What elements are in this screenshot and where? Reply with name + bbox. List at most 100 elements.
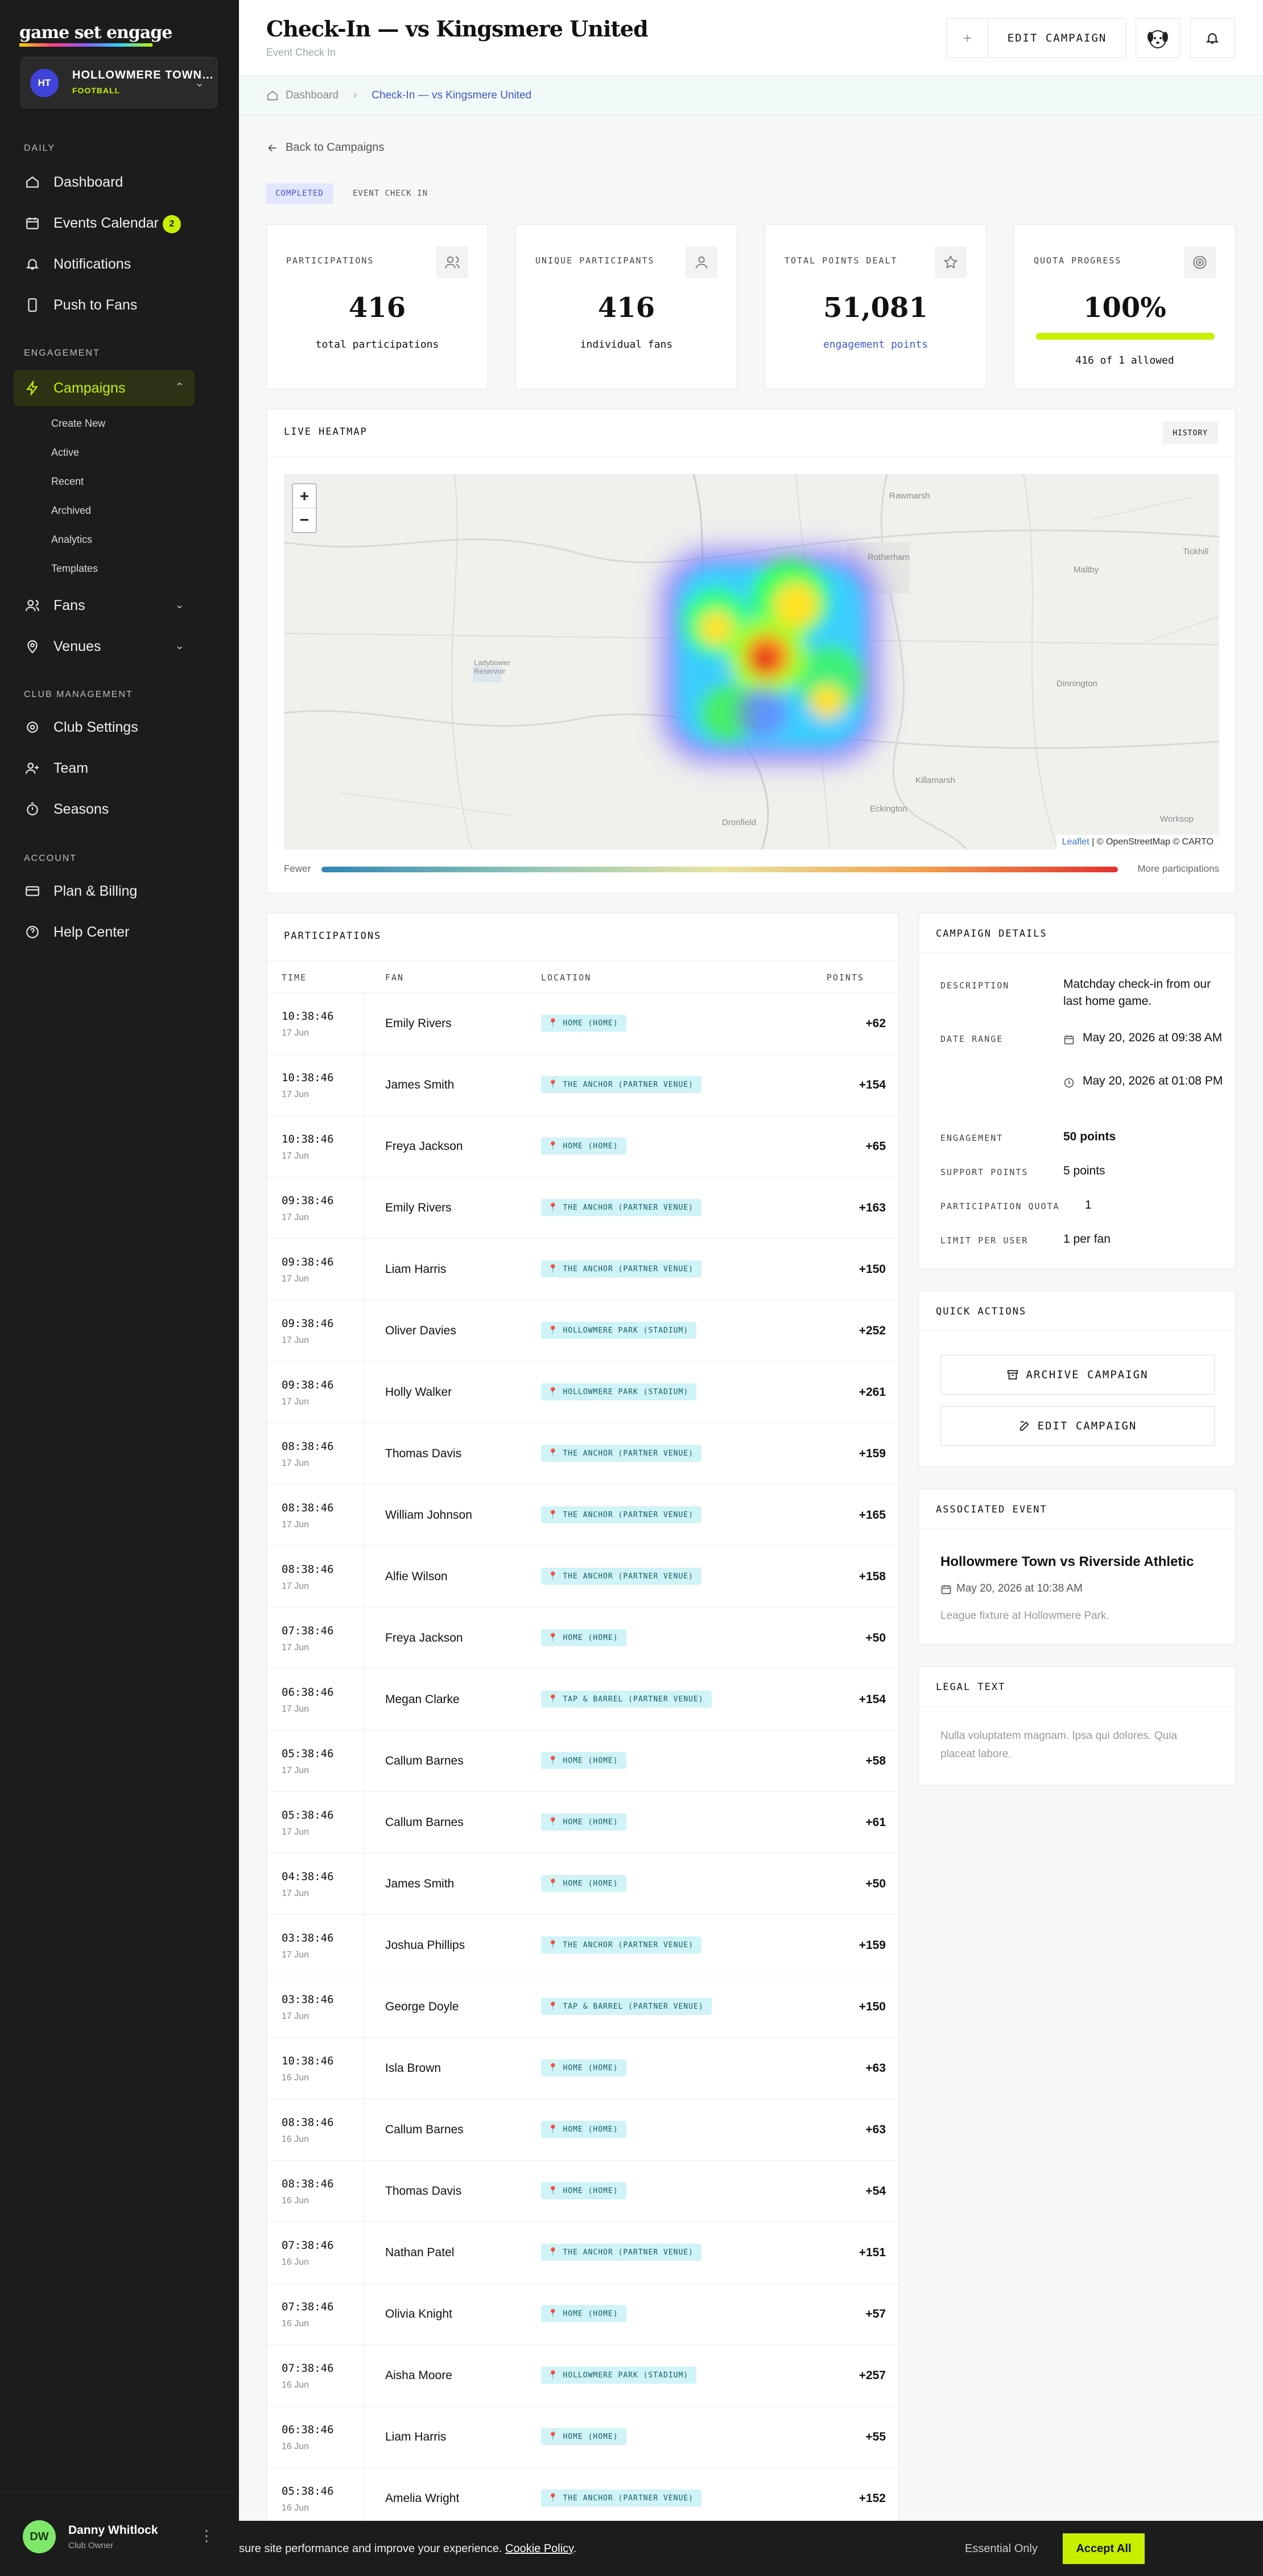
sidebar-subitem-templates[interactable]: Templates — [51, 563, 98, 574]
table-row[interactable]: 08:38:46 17 Jun Thomas Davis 📍 THE ANCHOR (P… — [267, 1423, 898, 1485]
row-fan[interactable]: James Smith — [385, 1877, 455, 1890]
table-row[interactable]: 08:38:46 16 Jun Callum Barnes 📍 HOME (HOME) +… — [267, 2099, 898, 2161]
table-row[interactable]: 09:38:46 17 Jun Emily Rivers 📍 THE ANCHOR (P… — [267, 1177, 898, 1239]
row-fan[interactable]: Emily Rivers — [385, 1017, 452, 1030]
row-fan[interactable]: Holly Walker — [385, 1386, 452, 1399]
heatmap-map[interactable]: Rawmarsh Tickhill Rotherham Maltby Ladyb… — [284, 474, 1219, 850]
table-row[interactable]: 10:38:46 17 Jun Emily Rivers 📍 HOME (HOME) +6… — [267, 993, 898, 1054]
table-row[interactable]: 08:38:46 17 Jun Alfie Wilson 📍 THE ANCHOR (P… — [267, 1546, 898, 1608]
essential-only-button[interactable]: Essential Only — [965, 2542, 1038, 2555]
sidebar-subitem-recent[interactable]: Recent — [51, 476, 84, 487]
leaflet-link[interactable]: Leaflet — [1062, 837, 1089, 847]
map-pin-icon: 📍 — [548, 2432, 559, 2441]
row-fan[interactable]: George Doyle — [385, 2000, 459, 2013]
legend-gradient — [321, 867, 1118, 872]
map-pin-icon: 📍 — [548, 1695, 559, 1704]
row-fan[interactable]: Alfie Wilson — [385, 1570, 448, 1583]
breadcrumb-home[interactable]: Dashboard — [266, 89, 339, 102]
more-vertical-icon[interactable]: ⋮ — [199, 2527, 214, 2544]
back-to-campaigns-link[interactable]: Back to Campaigns — [266, 141, 384, 154]
location-badge: 📍 HOME (HOME) — [541, 2059, 626, 2076]
table-row[interactable]: 10:38:46 16 Jun Isla Brown 📍 HOME (HOME) +63 — [267, 2038, 898, 2099]
row-fan[interactable]: Megan Clarke — [385, 1693, 460, 1706]
table-row[interactable]: 03:38:46 17 Jun Joshua Phillips 📍 THE ANCHOR… — [267, 1915, 898, 1976]
table-row[interactable]: 07:38:46 16 Jun Olivia Knight 📍 HOME (HOME) +… — [267, 2284, 898, 2345]
table-row[interactable]: 05:38:46 17 Jun Callum Barnes 📍 HOME (HOME) +… — [267, 1730, 898, 1792]
user-icon — [686, 246, 717, 278]
row-fan[interactable]: William Johnson — [385, 1508, 472, 1522]
row-fan[interactable]: Freya Jackson — [385, 1140, 463, 1153]
table-row[interactable]: 03:38:46 17 Jun George Doyle 📍 TAP & BARREL … — [267, 1976, 898, 2038]
row-fan[interactable]: Callum Barnes — [385, 1816, 464, 1829]
table-row[interactable]: 10:38:46 17 Jun Freya Jackson 📍 HOME (HOME) +… — [267, 1116, 898, 1177]
campaign-type-badge: EVENT CHECK IN — [353, 189, 428, 198]
events-count-badge: 2 — [163, 215, 181, 233]
cookie-policy-link[interactable]: Cookie Policy — [505, 2542, 573, 2555]
nav-section-engagement: ENGAGEMENT — [24, 348, 100, 358]
club-crest-button[interactable] — [1136, 18, 1180, 58]
sidebar-item-seasons[interactable]: Seasons — [14, 791, 195, 827]
sidebar-item-push-to-fans[interactable]: Push to Fans — [14, 287, 195, 323]
user-profile[interactable]: DW Danny Whitlock Club Owner ⋮ — [0, 2492, 239, 2576]
table-row[interactable]: 05:38:46 16 Jun Amelia Wright 📍 THE ANCHOR (… — [267, 2468, 898, 2529]
row-fan[interactable]: Emily Rivers — [385, 1201, 452, 1214]
row-fan[interactable]: Nathan Patel — [385, 2246, 455, 2259]
sidebar-item-venues[interactable]: Venues ⌄ — [14, 628, 195, 665]
sidebar-subitem-analytics[interactable]: Analytics — [51, 534, 93, 545]
row-fan[interactable]: Callum Barnes — [385, 2123, 464, 2136]
zoom-in-button[interactable]: + — [293, 484, 316, 508]
row-fan[interactable]: Thomas Davis — [385, 1447, 462, 1460]
table-header: TIME FAN LOCATION POINTS — [267, 961, 898, 993]
edit-campaign-button[interactable]: + EDIT CAMPAIGN — [947, 18, 1126, 58]
sidebar-subitem-archived[interactable]: Archived — [51, 505, 92, 516]
sidebar-item-dashboard[interactable]: Dashboard — [14, 164, 195, 200]
sidebar-subitem-create-new[interactable]: Create New — [51, 418, 106, 429]
row-fan[interactable]: Amelia Wright — [385, 2492, 460, 2505]
table-row[interactable]: 09:38:46 17 Jun Oliver Davies 📍 HOLLOWMERE P… — [267, 1300, 898, 1362]
edit-campaign-side-button[interactable]: EDIT CAMPAIGN — [940, 1406, 1215, 1446]
row-fan[interactable]: James Smith — [385, 1078, 455, 1091]
brand-logo[interactable]: game set engage — [19, 23, 172, 43]
row-fan[interactable]: Aisha Moore — [385, 2369, 452, 2382]
row-fan[interactable]: Freya Jackson — [385, 1631, 463, 1644]
row-fan[interactable]: Olivia Knight — [385, 2307, 452, 2321]
sidebar-item-campaigns[interactable]: Campaigns ⌃ — [14, 370, 195, 406]
row-fan[interactable]: Liam Harris — [385, 1263, 447, 1276]
table-row[interactable]: 09:38:46 17 Jun Holly Walker 📍 HOLLOWMERE PA… — [267, 1362, 898, 1423]
table-row[interactable]: 05:38:46 17 Jun Callum Barnes 📍 HOME (HOME) +… — [267, 1792, 898, 1853]
notifications-button[interactable] — [1190, 18, 1235, 58]
zoom-out-button[interactable]: − — [299, 511, 309, 529]
accept-all-button[interactable]: Accept All — [1063, 2533, 1145, 2564]
sidebar-item-events-calendar[interactable]: Events Calendar 2 — [14, 205, 195, 241]
table-row[interactable]: 08:38:46 16 Jun Thomas Davis 📍 HOME (HOME) +5… — [267, 2161, 898, 2222]
event-name[interactable]: Hollowmere Town vs Riverside Athletic — [940, 1554, 1194, 1569]
table-row[interactable]: 04:38:46 17 Jun James Smith 📍 HOME (HOME) +50 — [267, 1853, 898, 1915]
sidebar-item-notifications[interactable]: Notifications — [14, 246, 195, 282]
archive-campaign-button[interactable]: ARCHIVE CAMPAIGN — [940, 1355, 1215, 1395]
table-row[interactable]: 06:38:46 17 Jun Megan Clarke 📍 TAP & BARREL … — [267, 1669, 898, 1730]
table-row[interactable]: 08:38:46 17 Jun William Johnson 📍 THE ANCHOR… — [267, 1485, 898, 1546]
table-row[interactable]: 07:38:46 17 Jun Freya Jackson 📍 HOME (HOME) +… — [267, 1608, 898, 1669]
row-fan[interactable]: Callum Barnes — [385, 1754, 464, 1767]
row-fan[interactable]: Joshua Phillips — [385, 1939, 465, 1952]
row-fan[interactable]: Liam Harris — [385, 2430, 447, 2443]
row-fan[interactable]: Oliver Davies — [385, 1324, 456, 1337]
sidebar-item-club-settings[interactable]: Club Settings — [14, 709, 195, 745]
table-row[interactable]: 06:38:46 16 Jun Liam Harris 📍 HOME (HOME) +55 — [267, 2406, 898, 2468]
row-points: +159 — [858, 1939, 886, 1952]
table-row[interactable]: 09:38:46 17 Jun Liam Harris 📍 THE ANCHOR (PA… — [267, 1239, 898, 1300]
row-time: 09:38:46 — [282, 1317, 334, 1330]
row-fan[interactable]: Isla Brown — [385, 2062, 441, 2075]
table-row[interactable]: 07:38:46 16 Jun Nathan Patel 📍 THE ANCHOR (P… — [267, 2222, 898, 2284]
row-fan[interactable]: Thomas Davis — [385, 2185, 462, 2198]
breadcrumb-current[interactable]: Check-In — vs Kingsmere United — [372, 89, 532, 101]
sidebar-subitem-active[interactable]: Active — [51, 447, 80, 458]
club-switcher[interactable]: HT HOLLOWMERE TOWN… FOOTBALL ⌄ — [20, 57, 217, 108]
table-row[interactable]: 10:38:46 17 Jun James Smith 📍 THE ANCHOR (PA… — [267, 1054, 898, 1116]
table-row[interactable]: 07:38:46 16 Jun Aisha Moore 📍 HOLLOWMERE PAR… — [267, 2345, 898, 2406]
sidebar-item-team[interactable]: Team — [14, 750, 195, 786]
sidebar-item-help-center[interactable]: Help Center — [14, 914, 195, 950]
history-button[interactable]: HISTORY — [1162, 422, 1218, 444]
sidebar-item-fans[interactable]: Fans ⌄ — [14, 587, 195, 624]
sidebar-item-plan-billing[interactable]: Plan & Billing — [14, 873, 195, 909]
